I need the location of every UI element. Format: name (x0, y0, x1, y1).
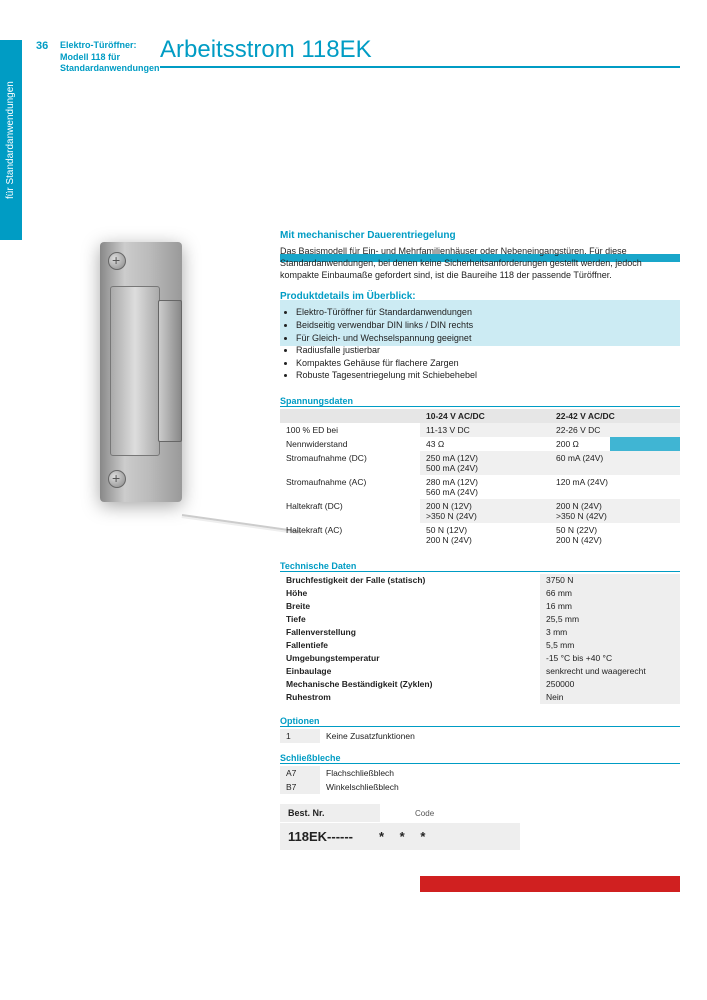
td-label: Nennwiderstand (280, 437, 420, 451)
order-head: Best. Nr. (280, 804, 380, 822)
td-label: Umgebungstemperatur (280, 652, 540, 665)
side-tab: für Standardanwendungen (0, 40, 22, 240)
td-code: B7 (280, 780, 320, 794)
td: 200 N (12V) >350 N (24V) (420, 499, 550, 523)
td-label: Haltekraft (DC) (280, 499, 420, 523)
breadcrumb: Elektro-Türöffner: Modell 118 für Standa… (60, 40, 155, 75)
overview-item: Für Gleich- und Wechselspannung geeignet (296, 332, 680, 345)
td-label: 100 % ED bei (280, 423, 420, 437)
td-code: 1 (280, 729, 320, 743)
td: 200 N (24V) >350 N (42V) (550, 499, 680, 523)
td: 22-26 V DC (550, 423, 680, 437)
td: 3 mm (540, 626, 680, 639)
accent-strip-red (420, 876, 680, 892)
td-label: Tiefe (280, 613, 540, 626)
td: 50 N (22V) 200 N (42V) (550, 523, 680, 547)
td: Nein (540, 691, 680, 704)
td: 25,5 mm (540, 613, 680, 626)
section-heading-spannung: Spannungsdaten (280, 396, 680, 407)
intro-body: Das Basismodell für Ein- und Mehrfamilie… (280, 245, 680, 281)
intro-subtitle: Mit mechanischer Dauerentriegelung (280, 230, 680, 241)
overview-title: Produktdetails im Überblick: (280, 291, 680, 302)
page-title: Arbeitsstrom 118EK (160, 36, 680, 68)
spannung-table: 10-24 V AC/DC 22-42 V AC/DC 100 % ED bei… (280, 409, 680, 547)
th (280, 409, 420, 423)
tech-table: Bruchfestigkeit der Falle (statisch)3750… (280, 574, 680, 704)
lock-latch (158, 300, 182, 442)
td-label: Stromaufnahme (AC) (280, 475, 420, 499)
td-label: Bruchfestigkeit der Falle (statisch) (280, 574, 540, 587)
schliessbleche-table: A7 Flachschließblech B7 Winkelschließble… (280, 766, 680, 794)
td: 5,5 mm (540, 639, 680, 652)
td-label: Breite (280, 600, 540, 613)
order-number: 118EK------ (288, 829, 353, 844)
td-label: Ruhestrom (280, 691, 540, 704)
td: 50 N (12V) 200 N (24V) (420, 523, 550, 547)
overview-item: Robuste Tagesentriegelung mit Schiebeheb… (296, 369, 680, 382)
overview-item: Elektro-Türöffner für Standardanwendunge… (296, 306, 680, 319)
td: 60 mA (24V) (550, 451, 680, 475)
overview-item: Radiusfalle justierbar (296, 344, 680, 357)
td: 250000 (540, 678, 680, 691)
td: -15 °C bis +40 °C (540, 652, 680, 665)
td: senkrecht und waagerecht (540, 665, 680, 678)
order-block: Best. Nr. Code 118EK------ * * * (280, 804, 680, 850)
screw-icon (108, 252, 126, 270)
order-codesec: Code (415, 809, 434, 818)
order-row: 118EK------ * * * (280, 823, 520, 850)
td-desc: Flachschließblech (320, 766, 680, 780)
section-heading-schliessbleche: Schließbleche (280, 753, 680, 764)
td-desc: Keine Zusatzfunktionen (320, 729, 680, 743)
overview-item: Beidseitig verwendbar DIN links / DIN re… (296, 319, 680, 332)
td: 43 Ω (420, 437, 550, 451)
td: 3750 N (540, 574, 680, 587)
td: 11-13 V DC (420, 423, 550, 437)
optionen-table: 1 Keine Zusatzfunktionen (280, 729, 680, 743)
td-label: Fallenverstellung (280, 626, 540, 639)
overview-list: Elektro-Türöffner für Standardanwendunge… (280, 306, 680, 382)
section-heading-tech: Technische Daten (280, 561, 680, 572)
td-code: A7 (280, 766, 320, 780)
td-label: Mechanische Beständigkeit (Zyklen) (280, 678, 540, 691)
th: 10-24 V AC/DC (420, 409, 550, 423)
td: 280 mA (12V) 560 mA (24V) (420, 475, 550, 499)
td: 66 mm (540, 587, 680, 600)
td-label: Höhe (280, 587, 540, 600)
product-image (40, 230, 260, 570)
section-heading-optionen: Optionen (280, 716, 680, 727)
lock-plate (110, 286, 160, 456)
order-stars: * * * (379, 829, 431, 844)
td-label: Haltekraft (AC) (280, 523, 420, 547)
td-label: Stromaufnahme (DC) (280, 451, 420, 475)
th: 22-42 V AC/DC (550, 409, 680, 423)
td-label: Einbaulage (280, 665, 540, 678)
overview-item: Kompaktes Gehäuse für flachere Zargen (296, 357, 680, 370)
td: 120 mA (24V) (550, 475, 680, 499)
td: 16 mm (540, 600, 680, 613)
page-number: 36 (36, 40, 48, 52)
td: 200 Ω (550, 437, 680, 451)
td-label: Fallentiefe (280, 639, 540, 652)
screw-icon (108, 470, 126, 488)
content: Mit mechanischer Dauerentriegelung Das B… (280, 230, 680, 850)
td-desc: Winkelschließblech (320, 780, 680, 794)
td: 250 mA (12V) 500 mA (24V) (420, 451, 550, 475)
